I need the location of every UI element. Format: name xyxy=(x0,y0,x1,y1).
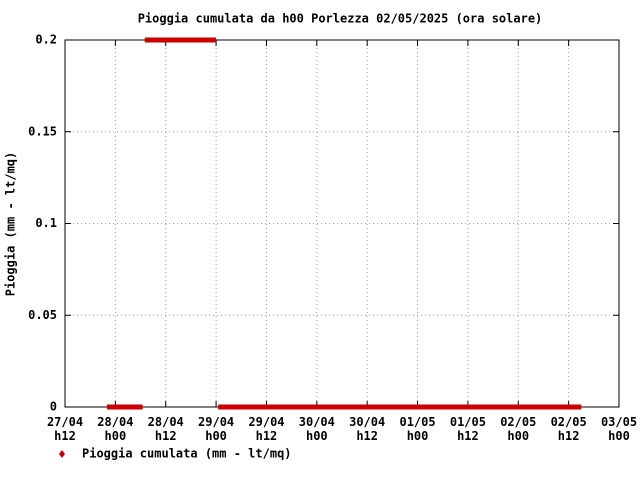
y-tick-label: 0 xyxy=(50,400,57,414)
x-tick-label: 01/05 h00 xyxy=(399,415,435,443)
x-tick-label: 02/05 h00 xyxy=(500,415,536,443)
legend-marker xyxy=(59,450,65,458)
y-tick-label: 0.1 xyxy=(35,216,57,230)
x-tick-label: 28/04 h12 xyxy=(148,415,184,443)
y-tick-label: 0.15 xyxy=(28,124,57,138)
y-axis-label: Pioggia (mm - lt/mq) xyxy=(4,152,18,297)
x-tick-label: 28/04 h00 xyxy=(97,415,133,443)
x-tick-label: 03/05 h00 xyxy=(601,415,637,443)
x-tick-label: 29/04 h00 xyxy=(198,415,234,443)
x-tick-label: 30/04 h00 xyxy=(299,415,335,443)
y-tick-label: 0.2 xyxy=(35,33,57,47)
legend-label: Pioggia cumulata (mm - lt/mq) xyxy=(82,447,292,461)
x-tick-label: 02/05 h12 xyxy=(551,415,587,443)
x-tick-label: 27/04 h12 xyxy=(47,415,83,443)
y-tick-label: 0.05 xyxy=(28,308,57,322)
data-line xyxy=(106,37,582,410)
x-tick-label: 30/04 h12 xyxy=(349,415,385,443)
x-tick-label: 01/05 h12 xyxy=(450,415,486,443)
chart-title: Pioggia cumulata da h00 Porlezza 02/05/2… xyxy=(138,12,543,26)
x-tick-label: 29/04 h12 xyxy=(248,415,284,443)
